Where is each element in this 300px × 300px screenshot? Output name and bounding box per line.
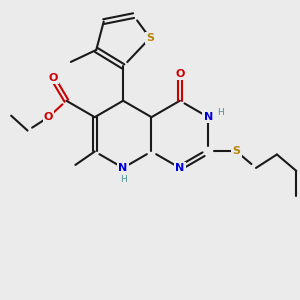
Text: N: N	[175, 163, 184, 173]
Text: N: N	[118, 163, 128, 173]
Text: O: O	[175, 69, 184, 79]
Text: O: O	[44, 112, 53, 122]
Text: S: S	[232, 146, 241, 157]
Text: O: O	[48, 73, 58, 83]
Text: H: H	[218, 108, 224, 117]
Text: H: H	[120, 176, 127, 184]
Text: N: N	[204, 112, 213, 122]
Text: S: S	[146, 33, 154, 43]
